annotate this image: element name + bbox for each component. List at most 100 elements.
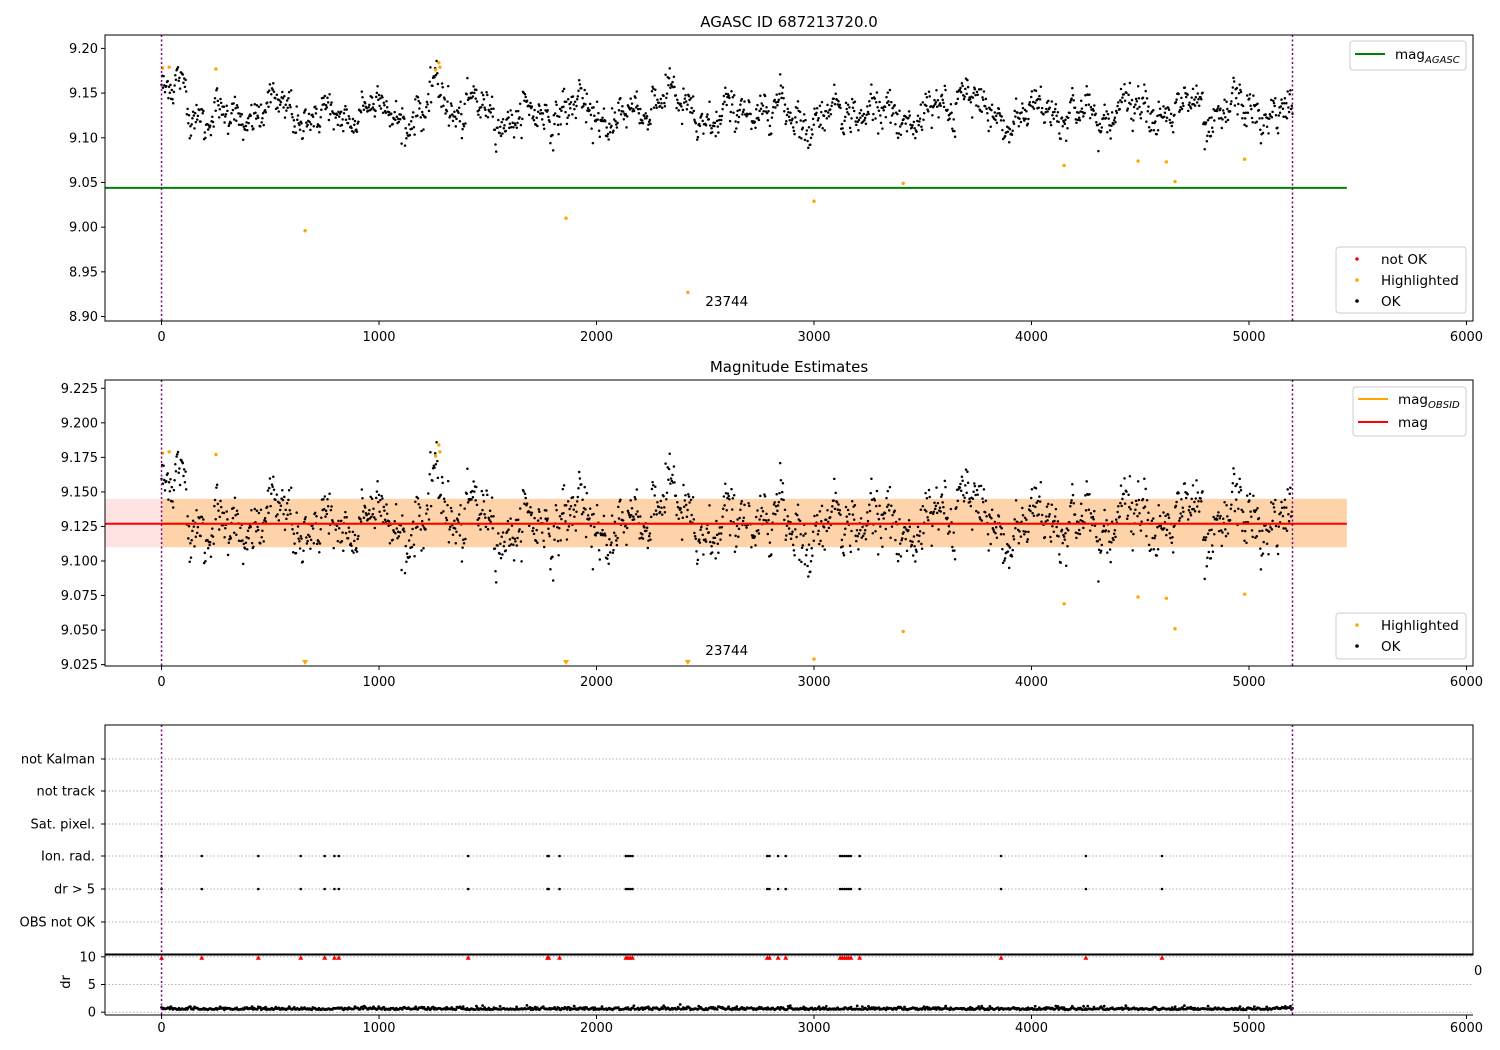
- ok-point: [774, 101, 778, 104]
- ok-point: [1087, 103, 1091, 106]
- ok-point: [510, 543, 513, 546]
- ok-point: [790, 532, 794, 536]
- flag-point: [631, 887, 634, 891]
- ok-point: [263, 108, 267, 112]
- ok-point: [500, 120, 503, 124]
- ok-point: [624, 113, 628, 116]
- ok-point: [1072, 501, 1075, 505]
- ok-point: [1144, 89, 1147, 93]
- ok-point: [222, 511, 226, 515]
- ok-point: [878, 100, 881, 104]
- ok-point: [1077, 528, 1081, 532]
- ok-point: [417, 502, 420, 506]
- ok-point: [874, 504, 878, 508]
- ok-point: [465, 492, 468, 496]
- ok-point: [504, 129, 508, 133]
- ok-point: [516, 109, 520, 113]
- ok-point: [787, 110, 790, 114]
- ok-point: [761, 104, 765, 107]
- ok-point: [1133, 112, 1136, 115]
- ok-point: [711, 131, 714, 134]
- ok-point: [873, 97, 877, 100]
- ok-point: [1136, 107, 1139, 111]
- ok-point: [968, 98, 972, 101]
- ok-point: [558, 115, 561, 118]
- ok-point: [676, 500, 679, 504]
- ok-point: [1014, 499, 1018, 502]
- dr-point: [498, 1005, 502, 1008]
- ok-point: [588, 102, 592, 106]
- ok-point: [350, 544, 353, 548]
- flag-point: [843, 887, 846, 891]
- ok-point: [606, 132, 610, 136]
- ok-point: [408, 555, 412, 559]
- ok-point: [1001, 128, 1004, 132]
- ok-point: [457, 111, 460, 115]
- ok-point: [235, 509, 239, 512]
- ok-point: [1210, 528, 1213, 531]
- ok-point: [565, 538, 569, 541]
- ok-point: [477, 516, 481, 520]
- ok-point: [869, 491, 872, 495]
- ok-point: [1184, 496, 1188, 500]
- ok-point: [549, 567, 552, 571]
- ok-point: [331, 518, 334, 522]
- dr-point: [788, 1004, 792, 1008]
- ok-point: [337, 519, 340, 523]
- ok-point: [296, 114, 300, 117]
- ok-point: [1080, 514, 1084, 518]
- ok-point: [565, 122, 569, 126]
- ok-point: [1197, 97, 1200, 101]
- ok-point: [1179, 512, 1182, 515]
- ok-point: [885, 95, 888, 99]
- ok-point: [431, 84, 434, 88]
- ok-point: [477, 108, 481, 112]
- ok-point: [1283, 96, 1287, 100]
- ok-point: [208, 543, 211, 547]
- ok-point: [305, 542, 309, 545]
- ok-point: [1017, 542, 1021, 545]
- ok-point: [1251, 120, 1254, 124]
- ok-point: [1007, 140, 1011, 144]
- ok-point: [606, 135, 609, 138]
- ok-point: [1239, 90, 1243, 94]
- ok-point: [634, 512, 638, 516]
- ok-point: [409, 534, 413, 537]
- ok-point: [1173, 113, 1176, 117]
- ok-point: [1136, 480, 1140, 483]
- ok-point: [1049, 540, 1053, 543]
- ok-point: [390, 112, 393, 115]
- ok-point: [977, 511, 980, 514]
- ok-point: [983, 510, 987, 514]
- ok-point: [377, 500, 380, 504]
- ok-point: [449, 102, 453, 105]
- ok-point: [793, 132, 796, 136]
- ok-point: [515, 126, 519, 130]
- ok-point: [855, 539, 858, 543]
- ok-point: [545, 103, 548, 107]
- ok-point: [1222, 111, 1226, 115]
- ok-point: [318, 542, 322, 545]
- ok-point: [411, 115, 414, 119]
- ok-point: [705, 527, 709, 530]
- ok-point: [986, 111, 989, 115]
- ok-point: [1014, 526, 1017, 530]
- ok-point: [420, 129, 423, 133]
- ok-point: [1064, 118, 1067, 122]
- ok-point: [1258, 529, 1261, 533]
- y-tick-label: 9.20: [69, 42, 98, 57]
- ok-point: [1044, 520, 1047, 523]
- ok-point: [824, 518, 828, 522]
- ok-point: [540, 531, 544, 534]
- ok-point: [834, 92, 837, 95]
- ok-point: [689, 110, 692, 114]
- ok-point: [776, 504, 780, 507]
- ok-point: [629, 499, 632, 502]
- ok-point: [789, 122, 793, 125]
- ok-point: [1265, 542, 1269, 546]
- highlighted-point: [686, 290, 690, 295]
- ok-point: [881, 545, 884, 549]
- ok-point: [1140, 111, 1143, 114]
- ok-point: [167, 480, 171, 484]
- ok-point: [481, 103, 484, 107]
